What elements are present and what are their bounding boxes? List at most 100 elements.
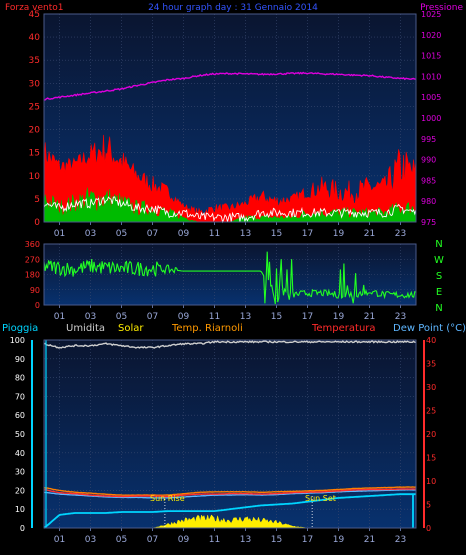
- y-tick-label-left: 25: [29, 102, 40, 112]
- x-tick-label: 03: [85, 312, 96, 322]
- y-tick-label-right: 1005: [421, 93, 441, 102]
- x-tick-label: 13: [240, 312, 251, 322]
- x-tick-label: 03: [85, 535, 96, 545]
- x-tick-label: 11: [209, 229, 220, 239]
- y-tick-label-right: 25: [426, 407, 436, 416]
- compass-labels: N W S E N: [434, 239, 444, 314]
- x-tick-label: 03: [85, 229, 96, 239]
- y-tick-label-right: 1000: [421, 114, 441, 123]
- pressure-axis-title: Pressione: [420, 3, 463, 13]
- y-tick-label-right: 975: [421, 218, 436, 227]
- y-tick-label-left: 20: [15, 486, 25, 495]
- chart-title: 24 hour graph day : 31 Gennaio 2014: [148, 3, 318, 13]
- x-tick-label: 11: [209, 535, 220, 545]
- x-tick-label: 13: [240, 229, 251, 239]
- y-tick-label: 270: [25, 255, 40, 264]
- wind-direction-panel: 0 90 180 270 360 01 03 05 07 09 11 13 15 17 19 21 23: [25, 240, 417, 322]
- y-tick-label-left: 35: [29, 56, 40, 66]
- y-tick-label-right: 10: [426, 477, 436, 486]
- x-tick-label: 15: [271, 312, 282, 322]
- x-tick-label: 01: [54, 535, 65, 545]
- plot-border: [43, 243, 417, 306]
- wind-speed-axis-title: Forza vento1: [5, 3, 64, 13]
- y-tick-label-right: 1015: [421, 52, 441, 61]
- y-tick-label-left: 30: [29, 79, 41, 89]
- x-tick-label: 13: [240, 535, 251, 545]
- x-tick-label: 01: [54, 229, 65, 239]
- y-tick-label-right: 1020: [421, 31, 441, 40]
- y-tick-label-left: 70: [15, 392, 25, 401]
- x-tick-label: 07: [147, 312, 158, 322]
- y-tick-label-left: 0: [20, 524, 25, 533]
- y-tick-label: 0: [35, 301, 40, 310]
- y-tick-label-left: 30: [15, 468, 25, 477]
- x-tick-label: 07: [147, 229, 158, 239]
- compass-label-w: W: [434, 255, 444, 266]
- wind-pressure-panel: 0510152025303540459759809859909951000100…: [29, 10, 442, 239]
- x-tick-label: 09: [178, 535, 190, 545]
- y-tick-label-right: 0: [426, 524, 431, 533]
- y-tick-label-left: 40: [15, 449, 25, 458]
- x-tick-label: 17: [302, 312, 313, 322]
- series-humidity: [43, 340, 417, 349]
- series-temp-riarnoli: [43, 486, 417, 496]
- compass-label-e: E: [436, 287, 442, 298]
- legend: Pioggia Umidita Solar Temp. Riarnoli Tem…: [2, 323, 466, 334]
- y-tick-label-left: 5: [34, 195, 40, 205]
- y-tick-label: 360: [25, 240, 40, 249]
- x-tick-label: 15: [271, 535, 282, 545]
- x-tick-label: 05: [116, 535, 127, 545]
- x-tick-label: 23: [395, 312, 406, 322]
- legend-pioggia: Pioggia: [2, 323, 38, 334]
- legend-dew-point: Dew Point (°C): [393, 323, 466, 334]
- compass-label-n-top: N: [435, 239, 442, 250]
- series-wind-average: [43, 196, 417, 224]
- series-rain: [43, 493, 416, 529]
- legend-temperatura: Temperatura: [311, 323, 376, 334]
- y-tick-label-right: 990: [421, 156, 436, 165]
- x-tick-label: 05: [116, 312, 127, 322]
- compass-label-s: S: [436, 271, 442, 282]
- legend-solar: Solar: [118, 323, 144, 334]
- x-tick-label: 19: [333, 535, 345, 545]
- y-tick-label-right: 40: [426, 336, 436, 345]
- legend-umidita: Umidita: [66, 323, 105, 334]
- x-tick-label: 15: [271, 229, 282, 239]
- x-tick-label: 09: [178, 312, 190, 322]
- x-tick-label: 21: [364, 312, 375, 322]
- wind-direction-series: [43, 251, 417, 305]
- y-tick-label-left: 60: [15, 411, 25, 420]
- y-tick-label-left: 45: [29, 10, 40, 20]
- x-tick-label: 11: [209, 312, 220, 322]
- y-tick-label-right: 5: [426, 501, 431, 510]
- x-tick-label: 07: [147, 535, 158, 545]
- x-tick-label: 19: [333, 312, 345, 322]
- series-temperature: [43, 488, 417, 498]
- x-tick-label: 17: [302, 229, 313, 239]
- y-tick-label-right: 15: [426, 454, 436, 463]
- y-tick-label-left: 100: [10, 336, 25, 345]
- y-tick-label-left: 10: [29, 172, 41, 182]
- y-tick-label-left: 40: [29, 33, 41, 43]
- y-tick-label-left: 10: [15, 505, 25, 514]
- y-tick-label-left: 50: [15, 430, 25, 439]
- y-tick-label-right: 995: [421, 135, 436, 144]
- y-tick-label-right: 980: [421, 197, 436, 206]
- legend-temp-riarnoli: Temp. Riarnoli: [171, 323, 243, 334]
- series-dew-point: [43, 489, 417, 499]
- series-pressure: [43, 71, 417, 101]
- temperature-humidity-axes: 0102030405060708090100051015202530354001…: [10, 336, 436, 545]
- y-tick-label-right: 30: [426, 383, 436, 392]
- x-tick-label: 21: [364, 535, 375, 545]
- x-tick-label: 09: [178, 229, 190, 239]
- y-tick-label-left: 90: [15, 355, 25, 364]
- wind-direction-axes: 0 90 180 270 360 01 03 05 07 09 11 13 15 17 19 21 23: [25, 240, 417, 322]
- series-wind-direction: [43, 251, 417, 305]
- y-tick-label: 180: [25, 271, 40, 280]
- y-tick-label-left: 0: [34, 218, 40, 228]
- y-tick-label-right: 35: [426, 360, 436, 369]
- x-tick-label: 23: [395, 535, 406, 545]
- x-tick-label: 01: [54, 312, 65, 322]
- y-tick-label-left: 20: [29, 126, 41, 136]
